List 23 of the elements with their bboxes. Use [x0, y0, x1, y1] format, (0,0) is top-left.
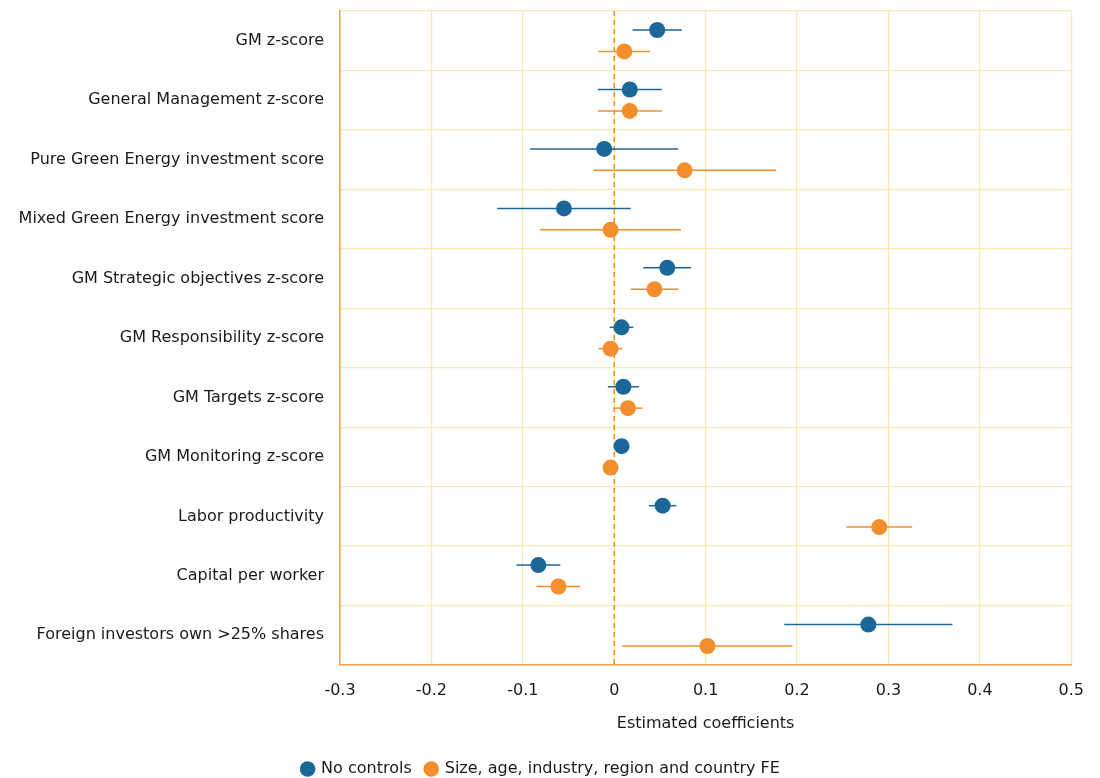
x-tick-label: -0.3 — [324, 679, 356, 699]
y-tick-label: Pure Green Energy investment score — [30, 148, 324, 168]
legend-label: Size, age, industry, region and country FE — [444, 758, 780, 778]
y-tick-label: Capital per worker — [176, 564, 325, 584]
y-tick-label: General Management z-score — [88, 89, 324, 109]
y-tick-label: Labor productivity — [178, 505, 324, 525]
x-tick-label: 0.5 — [1058, 679, 1084, 699]
y-tick-label: GM Monitoring z-score — [144, 446, 324, 466]
x-tick-label: 0 — [609, 679, 620, 699]
x-axis-title: Estimated coefficients — [616, 712, 795, 732]
x-tick-label: -0.2 — [415, 679, 448, 699]
x-tick-label: 0.1 — [692, 679, 719, 699]
y-tick-label: GM Responsibility z-score — [119, 327, 324, 347]
y-tick-label: GM Targets z-score — [172, 386, 324, 406]
y-tick-label: Mixed Green Energy investment score — [18, 208, 324, 228]
y-tick-label: GM Strategic objectives z-score — [71, 267, 324, 287]
legend-label: No controls — [321, 758, 412, 778]
y-tick-label: GM z-score — [235, 29, 324, 49]
x-tick-label: -0.1 — [507, 679, 539, 699]
x-tick-label: 0.4 — [967, 679, 993, 699]
x-tick-label: 0.3 — [875, 679, 902, 699]
y-tick-label: Foreign investors own >25% shares — [36, 624, 324, 644]
x-tick-label: 0.2 — [784, 679, 810, 699]
